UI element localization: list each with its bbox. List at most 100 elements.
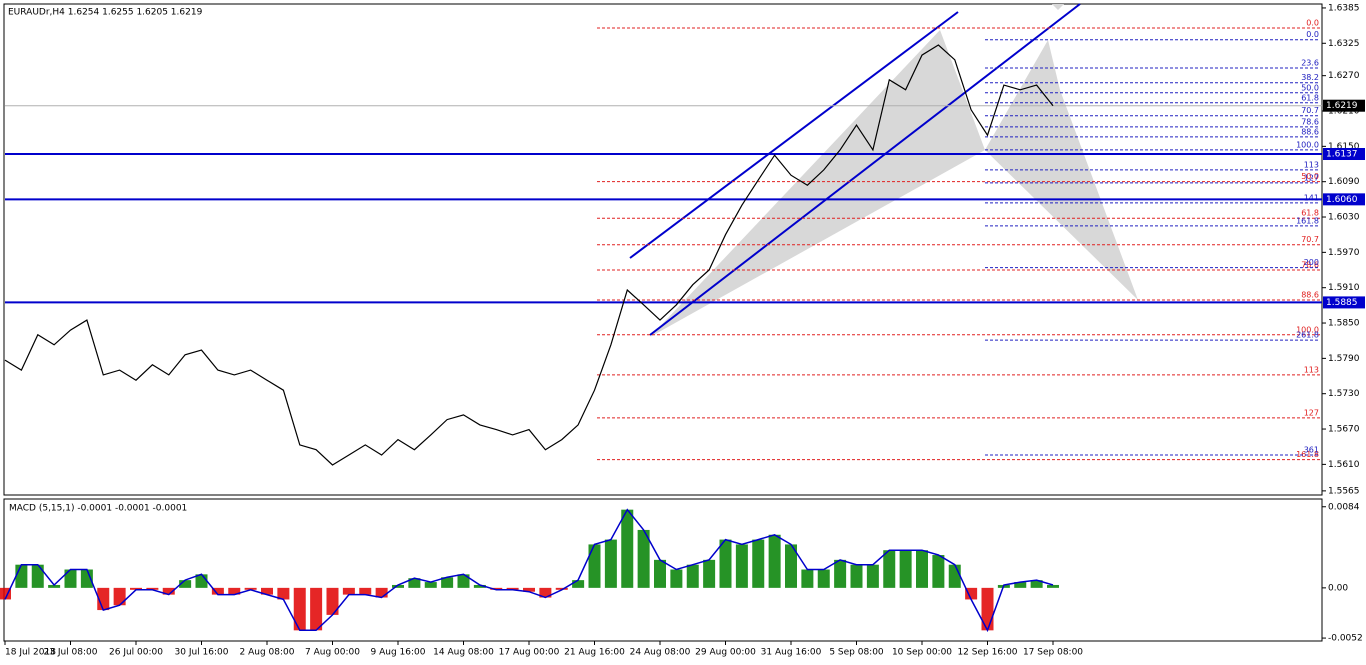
histogram-bar	[48, 584, 61, 588]
histogram-bar	[965, 587, 978, 600]
x-tick-label: 17 Sep 08:00	[1023, 648, 1083, 658]
histogram-bar	[703, 559, 716, 588]
histogram-bar	[752, 539, 765, 588]
fib-label: 88.6	[1301, 127, 1319, 136]
histogram-bar	[342, 587, 355, 595]
histogram-bar	[359, 587, 372, 595]
histogram-bar	[670, 569, 683, 588]
histogram-bar	[326, 587, 339, 615]
y-tick-label: 1.6270	[1328, 71, 1360, 81]
histogram-bar	[31, 564, 44, 588]
histogram-bar	[932, 555, 945, 588]
x-tick-label: 31 Aug 16:00	[761, 648, 822, 658]
x-tick-label: 5 Sep 08:00	[829, 648, 884, 658]
fib-label: 127	[1304, 173, 1319, 182]
y-tick-label: 1.5610	[1328, 460, 1360, 470]
histogram-bar	[64, 569, 77, 588]
fib-label: 100.0	[1296, 140, 1319, 149]
histogram-bar	[735, 544, 748, 588]
fib-label: 127	[1304, 408, 1319, 417]
histogram-bar	[244, 587, 257, 590]
y-tick-label: 1.6385	[1328, 3, 1360, 13]
price-tag-label: 1.6219	[1326, 101, 1358, 111]
x-tick-label: 29 Aug 00:00	[695, 648, 756, 658]
signal-line	[4, 508, 1054, 633]
fib-label: 61.8	[1301, 93, 1319, 102]
histogram-bar	[392, 584, 404, 588]
y-tick-label: 0.00	[1328, 583, 1348, 593]
histogram-bar	[801, 569, 814, 588]
y-tick-label: 1.5910	[1328, 283, 1360, 293]
y-tick-label: 1.6030	[1328, 213, 1360, 223]
fib-label: 50.0	[1301, 83, 1319, 92]
histogram-bar	[424, 582, 437, 588]
fib-label: 161.8	[1296, 216, 1319, 225]
fib-label: 78.6	[1301, 117, 1319, 126]
price-tag	[1323, 193, 1365, 206]
price-tag	[1323, 296, 1365, 309]
histogram-bar	[162, 587, 175, 595]
histogram-bar	[506, 587, 519, 590]
y-tick-label: 1.5970	[1328, 248, 1360, 258]
histogram-bar	[80, 569, 93, 588]
histogram-bar	[1014, 582, 1027, 588]
fib-label: 70.7	[1301, 235, 1319, 244]
histogram-bar	[113, 587, 126, 606]
histogram-bar	[228, 587, 241, 595]
histogram-bar	[883, 550, 896, 588]
x-tick-label: 7 Aug 00:00	[305, 648, 360, 658]
histogram-bar	[637, 529, 650, 588]
fib-label: 200	[1304, 258, 1319, 267]
y-tick-label: 1.5850	[1328, 319, 1360, 329]
histogram-bar	[0, 587, 11, 600]
chart-title: EURAUDr,H4 1.6254 1.6255 1.6205 1.6219	[8, 8, 203, 18]
histogram-bar	[621, 509, 634, 588]
histogram-bar	[473, 584, 486, 588]
histogram-bar	[834, 559, 847, 588]
x-tick-label: 2 Aug 08:00	[240, 648, 295, 658]
histogram-bar	[146, 587, 159, 590]
x-tick-label: 14 Aug 08:00	[433, 648, 494, 658]
histogram-bar	[899, 550, 912, 588]
histogram-bar	[768, 534, 781, 588]
y-tick-label: 1.5670	[1328, 425, 1360, 435]
histogram-bar	[555, 587, 568, 590]
fib-label: 113	[1304, 160, 1319, 169]
price-panel	[3, 3, 1323, 496]
histogram-bar	[654, 559, 666, 588]
fib-label: 141	[1304, 193, 1319, 202]
x-tick-label: 21 Aug 16:00	[564, 648, 625, 658]
histogram-bar	[572, 580, 585, 588]
price-tag-label: 1.6137	[1326, 150, 1358, 160]
x-tick-label: 26 Jul 00:00	[109, 648, 163, 658]
histogram-bar	[130, 587, 142, 590]
histogram-bar	[293, 587, 306, 631]
histogram-bar	[785, 544, 797, 588]
fib-label: 61.8	[1301, 209, 1319, 218]
price-tag-label: 1.6060	[1326, 195, 1358, 205]
fib-label: 0.0	[1306, 18, 1319, 27]
histogram-bar	[916, 550, 928, 588]
histogram-bar	[179, 580, 192, 588]
x-tick-label: 17 Aug 00:00	[499, 648, 560, 658]
histogram-bar	[686, 564, 699, 588]
histogram-bar	[375, 587, 388, 598]
histogram-bar	[604, 539, 617, 588]
histogram-bar	[1030, 580, 1043, 588]
histogram-bar	[523, 587, 535, 592]
x-tick-label: 18 Jul 2018	[5, 648, 56, 658]
y-tick-label: 1.6150	[1328, 142, 1360, 152]
x-tick-label: 9 Aug 16:00	[371, 648, 426, 658]
fib-label: 261.8	[1296, 331, 1319, 340]
x-tick-label: 30 Jul 16:00	[175, 648, 229, 658]
channel-line	[649, 3, 1081, 336]
histogram-bar	[981, 587, 994, 631]
histogram-bar	[277, 587, 290, 600]
price-tag-label: 1.5885	[1326, 298, 1358, 308]
histogram-bar	[310, 587, 323, 631]
y-tick-label: 1.6325	[1328, 39, 1360, 49]
fib-label: 50.0	[1301, 172, 1319, 181]
histogram-bar	[261, 587, 273, 595]
channel-line	[629, 11, 959, 259]
